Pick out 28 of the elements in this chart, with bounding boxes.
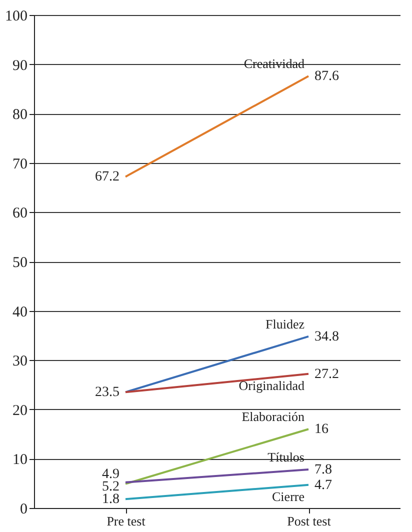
x-tick-label: Post test	[287, 514, 332, 528]
data-label: 5.2	[102, 479, 120, 494]
data-label: 4.9	[102, 466, 120, 482]
data-label: 1.8	[102, 492, 120, 508]
data-label: 4.7	[314, 478, 332, 493]
y-tick-label: 50	[12, 255, 28, 271]
data-label: 87.6	[314, 69, 339, 84]
y-tick-label: 20	[12, 402, 28, 419]
x-tick-label: Pre test	[106, 514, 146, 528]
series-label: Fluidez	[266, 316, 305, 332]
series-label: Originalidad	[238, 378, 305, 393]
series-label: Cierre	[272, 488, 305, 504]
y-tick-label: 10	[12, 452, 28, 468]
data-label: 7.8	[314, 462, 332, 478]
y-tick-label: 60	[12, 206, 28, 222]
data-label: 67.2	[95, 170, 120, 185]
data-label: 23.5	[95, 385, 120, 400]
y-tick-label: 100	[5, 8, 28, 24]
y-tick-label: 30	[12, 354, 28, 370]
data-label: 16	[314, 422, 328, 438]
y-tick-label: 90	[12, 58, 28, 74]
y-tick-label: 40	[12, 304, 28, 320]
y-tick-label: 0	[20, 502, 28, 518]
y-tick-label: 80	[12, 107, 28, 124]
data-label: 27.2	[314, 366, 339, 382]
series-label: Elaboración	[242, 409, 305, 424]
data-label: 34.8	[314, 329, 339, 344]
y-tick-label: 70	[12, 156, 28, 172]
